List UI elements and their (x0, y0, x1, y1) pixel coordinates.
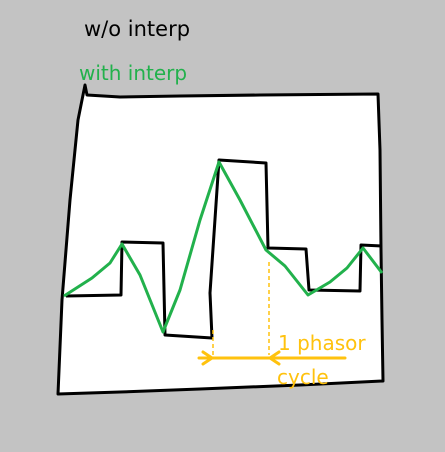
phasor-cycle-label-line2: cycle (277, 365, 329, 389)
panel-outline (56, 83, 385, 396)
cycle-arrow-left-head (201, 350, 214, 366)
step-signal (65, 158, 383, 340)
interp-signal (63, 160, 384, 334)
with-interp-label: with interp (79, 61, 188, 85)
without-interp-label: w/o interp (84, 17, 191, 41)
phasor-cycle-label-line1: 1 phasor (278, 331, 366, 355)
cycle-arrow-right-head (268, 350, 281, 366)
